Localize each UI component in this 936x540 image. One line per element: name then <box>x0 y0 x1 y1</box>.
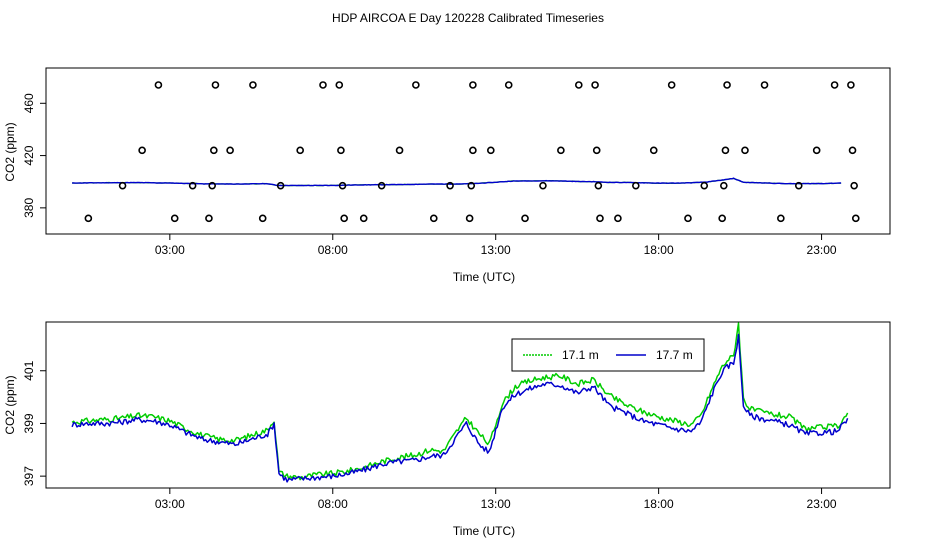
reference-point <box>208 181 216 190</box>
lower-plot-frame <box>45 321 891 489</box>
upper-y-tick-label: 380 <box>22 198 36 218</box>
series-line-17-1-m <box>71 322 849 481</box>
lower-y-tick-label: 397 <box>22 466 36 486</box>
reference-point <box>338 181 347 190</box>
lower-y-tick-label: 399 <box>22 413 36 433</box>
reference-point <box>539 181 547 190</box>
reference-point <box>337 146 345 155</box>
reference-point <box>429 214 438 223</box>
figure-title: HDP AIRCOA E Day 120228 Calibrated Times… <box>332 11 604 25</box>
series-line-17-7-m <box>71 333 849 483</box>
reference-point <box>504 81 513 89</box>
upper-x-axis: 03:00 08:00 13:00 18:00 23:00 <box>155 234 837 257</box>
lower-y-tick-label: 401 <box>22 360 36 380</box>
reference-point <box>154 81 163 89</box>
upper-series-line <box>72 177 842 187</box>
reference-point <box>850 181 858 190</box>
reference-point <box>412 81 420 89</box>
upper-y-tick-label: 460 <box>22 93 36 113</box>
reference-point <box>720 181 728 190</box>
reference-point <box>188 181 197 190</box>
reference-point <box>276 181 285 190</box>
reference-point <box>467 181 476 190</box>
reference-point <box>851 214 860 223</box>
lower-x-axis: 03:00 08:00 13:00 18:00 23:00 <box>155 488 837 511</box>
reference-point <box>377 181 386 190</box>
reference-point <box>760 81 769 89</box>
lower-marks <box>71 322 849 483</box>
reference-point <box>258 214 267 223</box>
reference-point <box>395 146 404 155</box>
reference-point <box>521 214 529 223</box>
lower-y-axis-label: CO2 (ppm) <box>3 375 17 434</box>
reference-point <box>812 146 821 155</box>
upper-x-tick-label: 13:00 <box>481 243 511 257</box>
upper-x-tick-label: 08:00 <box>318 243 348 257</box>
lower-x-tick-label: 03:00 <box>155 497 185 511</box>
reference-point <box>557 146 565 155</box>
lower-chart: 03:00 08:00 13:00 18:00 23:00 397 399 401 Time… <box>3 321 891 538</box>
reference-point <box>170 214 179 223</box>
lower-x-axis-label: Time (UTC) <box>453 524 515 538</box>
reference-point <box>469 146 477 155</box>
reference-point <box>596 214 604 223</box>
reference-point <box>721 146 730 155</box>
lower-x-tick-label: 13:00 <box>481 497 511 511</box>
reference-point <box>446 181 454 190</box>
upper-x-tick-label: 23:00 <box>807 243 837 257</box>
upper-x-tick-label: 18:00 <box>644 243 674 257</box>
reference-point <box>487 146 495 155</box>
lower-y-axis: 397 399 401 <box>22 360 46 486</box>
lower-x-tick-label: 23:00 <box>807 497 837 511</box>
reference-point <box>649 146 658 155</box>
reference-point <box>211 81 220 89</box>
reference-point <box>684 214 692 223</box>
reference-point <box>592 146 601 155</box>
reference-point <box>700 181 709 190</box>
upper-plot-frame <box>45 67 891 235</box>
reference-point <box>335 81 344 89</box>
reference-point <box>848 146 857 155</box>
upper-x-tick-label: 03:00 <box>155 243 185 257</box>
reference-point <box>118 181 127 190</box>
upper-marks <box>72 81 860 223</box>
legend-label-17-7m: 17.7 m <box>656 348 693 362</box>
reference-point <box>319 81 327 89</box>
reference-point <box>614 214 622 223</box>
reference-point <box>296 146 304 155</box>
upper-chart: 03:00 08:00 13:00 18:00 23:00 380 420 460 Time… <box>3 67 891 284</box>
reference-point <box>718 214 726 223</box>
reference-point <box>465 214 474 223</box>
reference-point <box>830 81 839 89</box>
reference-point <box>847 81 855 89</box>
reference-point <box>226 146 234 155</box>
upper-y-tick-label: 420 <box>22 145 36 165</box>
reference-point <box>591 81 599 89</box>
reference-point <box>469 81 477 89</box>
lower-x-tick-label: 08:00 <box>318 497 348 511</box>
reference-point <box>205 214 213 223</box>
reference-point <box>574 81 583 89</box>
reference-point <box>632 181 640 190</box>
reference-point <box>249 81 257 89</box>
upper-x-axis-label: Time (UTC) <box>453 270 515 284</box>
lower-x-tick-label: 18:00 <box>644 497 674 511</box>
reference-point <box>359 214 368 223</box>
reference-point <box>594 181 603 190</box>
reference-point <box>777 214 785 223</box>
reference-point <box>340 214 348 223</box>
upper-y-axis-label: CO2 (ppm) <box>3 122 17 181</box>
reference-point <box>723 81 731 89</box>
reference-point <box>210 146 218 155</box>
reference-point <box>84 214 93 223</box>
reference-point <box>794 181 803 190</box>
legend-label-17-1m: 17.1 m <box>562 348 599 362</box>
legend: 17.1 m 17.7 m <box>511 338 705 372</box>
reference-point <box>138 146 146 155</box>
reference-point <box>741 146 749 155</box>
upper-y-axis: 380 420 460 <box>22 93 46 218</box>
reference-point <box>667 81 676 89</box>
